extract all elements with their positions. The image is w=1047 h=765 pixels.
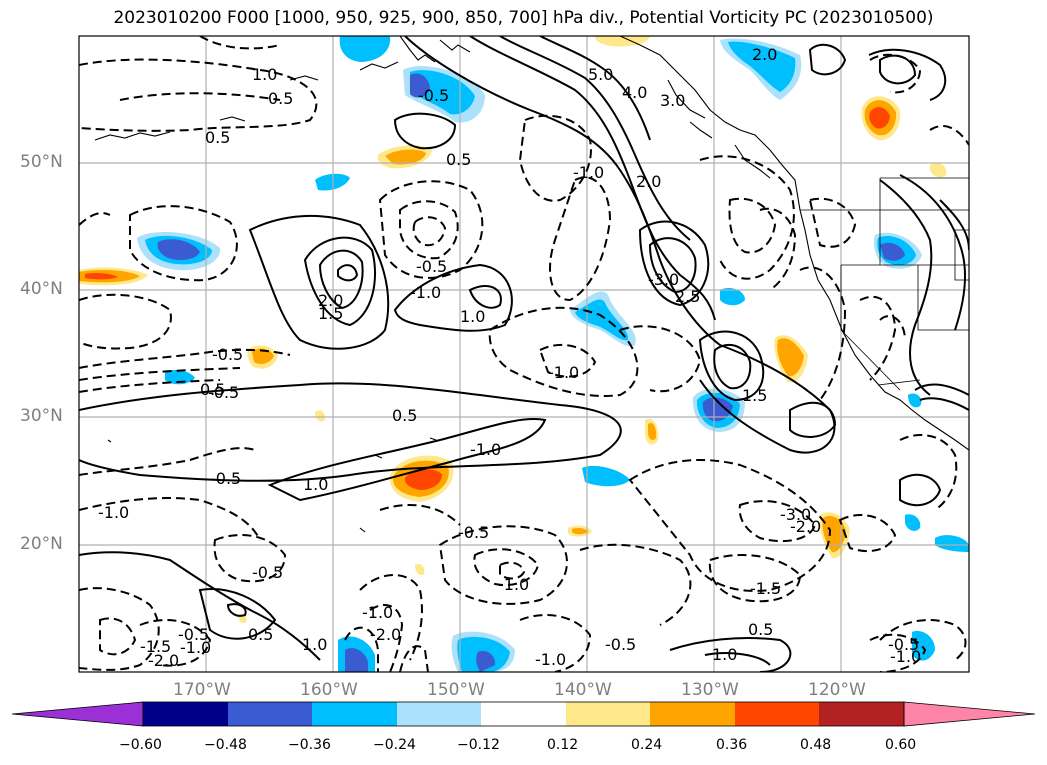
contour-label: -0.5 xyxy=(888,635,919,654)
colorbar-bin xyxy=(397,702,481,726)
colorbar-tick-label: −0.36 xyxy=(288,737,331,753)
colorbar-bin xyxy=(228,702,312,726)
colorbar-tick-label: 0.60 xyxy=(885,737,917,753)
colorbar-extend-min xyxy=(11,701,144,727)
lon-label: 140°W xyxy=(554,680,612,700)
contour-label: -0.5 xyxy=(416,257,447,276)
positive-contours xyxy=(79,36,969,672)
contour-label: 2.0 xyxy=(752,45,777,64)
contour-label: 2.0 xyxy=(318,291,343,310)
contour-label: -1.0 xyxy=(180,638,211,657)
contour-label: -2.0 xyxy=(370,625,401,644)
contour-label: -1.0 xyxy=(498,575,529,594)
lat-label: 40°N xyxy=(20,279,63,299)
map-plot-area: 1.0 0.5 0.5 -0.5 0.5 5.0 4.0 3.0 2.0 -1.… xyxy=(79,36,969,672)
colorbar-bin xyxy=(312,702,397,726)
contour-label: -0.5 xyxy=(458,523,489,542)
contour-label: -1.5 xyxy=(750,579,781,598)
contour-labels: 1.0 0.5 0.5 -0.5 0.5 5.0 4.0 3.0 2.0 -1.… xyxy=(98,45,921,670)
contour-label: 1.0 xyxy=(252,65,277,84)
contour-label: -0.5 xyxy=(605,635,636,654)
contour-label: -1.0 xyxy=(362,603,393,622)
contour-label: 4.0 xyxy=(622,83,647,102)
colorbar-extend-max xyxy=(903,701,1036,727)
lon-label: 170°W xyxy=(173,680,231,700)
contour-label: 0.5 xyxy=(748,620,773,639)
contour-label: -1.0 xyxy=(548,363,579,382)
contour-label: 0.5 xyxy=(205,128,230,147)
colorbar-tick-label: −0.48 xyxy=(204,737,247,753)
lon-label: 150°W xyxy=(427,680,485,700)
contour-label: 2.0 xyxy=(636,172,661,191)
contour-label: -0.5 xyxy=(252,563,283,582)
contour-label: 0.5 xyxy=(268,89,293,108)
contour-label: 1.0 xyxy=(460,307,485,326)
contour-label: -1.0 xyxy=(98,503,129,522)
colorbar-bin xyxy=(819,702,904,726)
coastlines xyxy=(94,36,969,533)
map-title: 2023010200 F000 [1000, 950, 925, 900, 85… xyxy=(113,8,934,28)
contour-label: -1.0 xyxy=(573,163,604,182)
contour-label: -0.5 xyxy=(208,383,239,402)
colorbar-bin xyxy=(566,702,650,726)
contour-label: -1.5 xyxy=(140,637,171,656)
colorbar-bin xyxy=(650,702,735,726)
contour-label: 1.0 xyxy=(712,645,737,664)
contour-label: 2.5 xyxy=(675,287,700,306)
contour-label: -0.5 xyxy=(212,345,243,364)
contour-label: 0.5 xyxy=(446,150,471,169)
contour-label: -1.0 xyxy=(470,440,501,459)
lon-label: 160°W xyxy=(300,680,358,700)
contour-label: -1.0 xyxy=(410,283,441,302)
contour-label: -0.5 xyxy=(418,86,449,105)
negative-contours xyxy=(79,36,969,672)
lon-label: 130°W xyxy=(681,680,739,700)
colorbar-tick-label: 0.36 xyxy=(716,737,748,753)
colorbar-tick-label: −0.12 xyxy=(457,737,500,753)
colorbar-bin xyxy=(735,702,819,726)
lat-label: 30°N xyxy=(20,406,63,426)
colorbar-tick-label: −0.60 xyxy=(119,737,162,753)
contour-label: -0.5 xyxy=(178,625,209,644)
contour-label: -1.0 xyxy=(890,647,921,666)
contour-label: 5.0 xyxy=(588,65,613,84)
lat-label: 20°N xyxy=(20,534,63,554)
colorbar-bin xyxy=(143,702,228,726)
contour-label: 0.5 xyxy=(392,406,417,425)
contour-label: -1.0 xyxy=(535,650,566,669)
lon-label: 120°W xyxy=(808,680,866,700)
colorbar-tick-label: −0.24 xyxy=(373,737,416,753)
lat-label: 50°N xyxy=(20,152,63,172)
colorbar-tick-label: 0.12 xyxy=(547,737,579,753)
colorbar-tick-label: 0.24 xyxy=(631,737,663,753)
colorbar xyxy=(11,701,1036,727)
contour-label: 3.0 xyxy=(660,91,685,110)
contour-label: 1.0 xyxy=(303,475,328,494)
contour-label: -2.0 xyxy=(148,651,179,670)
contour-label: -3.0 xyxy=(780,505,811,524)
contour-label: 1.5 xyxy=(318,304,343,323)
colorbar-tick-label: 0.48 xyxy=(800,737,832,753)
contour-label: 1.0 xyxy=(302,635,327,654)
contour-label: 1.5 xyxy=(742,386,767,405)
map-frame xyxy=(78,35,970,673)
contour-label: -3.0 xyxy=(648,270,679,289)
contour-label: 0.5 xyxy=(248,625,273,644)
contour-label: -0.5 xyxy=(210,469,241,488)
colorbar-bin xyxy=(481,702,566,726)
contour-label: -2.0 xyxy=(790,517,821,536)
contour-label: 0.5 xyxy=(200,380,225,399)
